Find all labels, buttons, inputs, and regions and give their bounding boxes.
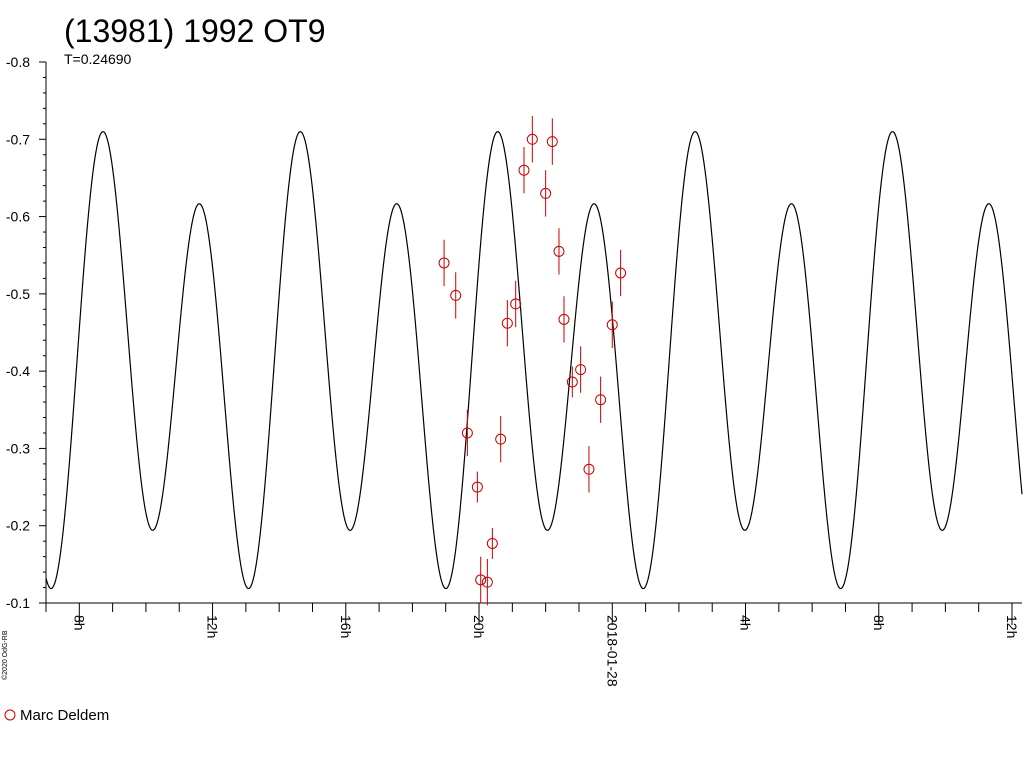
data-point <box>501 300 513 347</box>
data-point <box>566 366 578 398</box>
point-marker <box>595 394 607 406</box>
y-tick-label: -0.5 <box>6 286 30 302</box>
data-point <box>471 471 483 503</box>
x-tick-label: 4h <box>738 615 754 631</box>
point-marker <box>526 133 538 145</box>
y-tick-label: -0.2 <box>6 518 30 534</box>
point-marker <box>518 164 530 176</box>
observations <box>438 116 627 606</box>
point-marker <box>501 317 513 329</box>
point-marker <box>553 245 565 257</box>
y-tick-label: -0.6 <box>6 209 30 225</box>
x-tick-label: 8h <box>871 615 887 631</box>
point-marker <box>546 136 558 148</box>
x-tick-label: 12h <box>205 615 221 638</box>
data-point <box>438 239 450 287</box>
point-marker <box>486 537 498 549</box>
data-point <box>558 296 570 343</box>
data-point <box>575 346 587 393</box>
point-marker <box>471 481 483 493</box>
data-point <box>481 558 493 606</box>
x-tick-label: 20h <box>471 615 487 638</box>
data-point <box>595 376 607 423</box>
legend-marker <box>4 709 16 721</box>
copyright-label: ©2020 OdG-RB <box>1 630 9 680</box>
x-axis: 8h 12h 16h 20h 2018-01-28 4h 8h 12h <box>45 602 1022 687</box>
chart-subtitle: T=0.24690 <box>64 51 132 67</box>
data-point <box>518 147 530 194</box>
point-marker <box>606 319 618 331</box>
point-marker <box>450 289 462 301</box>
y-axis: -0.8 -0.7 -0.6 -0.5 -0.4 -0.3 -0.2 -0.1 <box>6 54 47 611</box>
model-curve <box>45 130 1023 590</box>
x-tick-label: 2018-01-28 <box>604 615 620 687</box>
point-marker <box>558 313 570 325</box>
data-point <box>486 528 498 559</box>
point-marker <box>615 267 627 279</box>
point-marker <box>461 427 473 439</box>
legend-label: Marc Deldem <box>20 707 109 724</box>
data-point <box>495 415 507 463</box>
data-point <box>526 116 538 163</box>
data-point <box>615 249 627 297</box>
y-tick-label: -0.4 <box>6 363 30 379</box>
point-marker <box>575 364 587 376</box>
x-tick-label: 16h <box>338 615 354 638</box>
x-tick-label: 8h <box>71 615 87 631</box>
point-marker <box>510 298 522 310</box>
data-point <box>583 446 595 493</box>
y-tick-label: -0.8 <box>6 54 30 70</box>
data-point <box>540 170 552 217</box>
data-point <box>546 118 558 165</box>
point-marker <box>566 376 578 388</box>
x-tick-label: 12h <box>1004 615 1020 638</box>
y-tick-label: -0.3 <box>6 440 30 456</box>
point-marker <box>481 576 493 588</box>
data-point <box>450 272 462 319</box>
chart-title: (13981) 1992 OT9 <box>64 13 326 49</box>
legend: Marc Deldem <box>4 707 109 724</box>
data-point <box>510 280 522 328</box>
data-point <box>553 228 565 275</box>
y-tick-label: -0.1 <box>6 595 30 611</box>
data-point <box>461 409 473 457</box>
point-marker <box>475 574 487 586</box>
data-point <box>606 301 618 348</box>
point-marker <box>540 187 552 199</box>
model-curve-line <box>45 130 1023 590</box>
y-tick-label: -0.7 <box>6 131 30 147</box>
data-point <box>475 556 487 603</box>
point-marker <box>438 257 450 269</box>
point-marker <box>495 433 507 445</box>
point-marker <box>583 463 595 475</box>
